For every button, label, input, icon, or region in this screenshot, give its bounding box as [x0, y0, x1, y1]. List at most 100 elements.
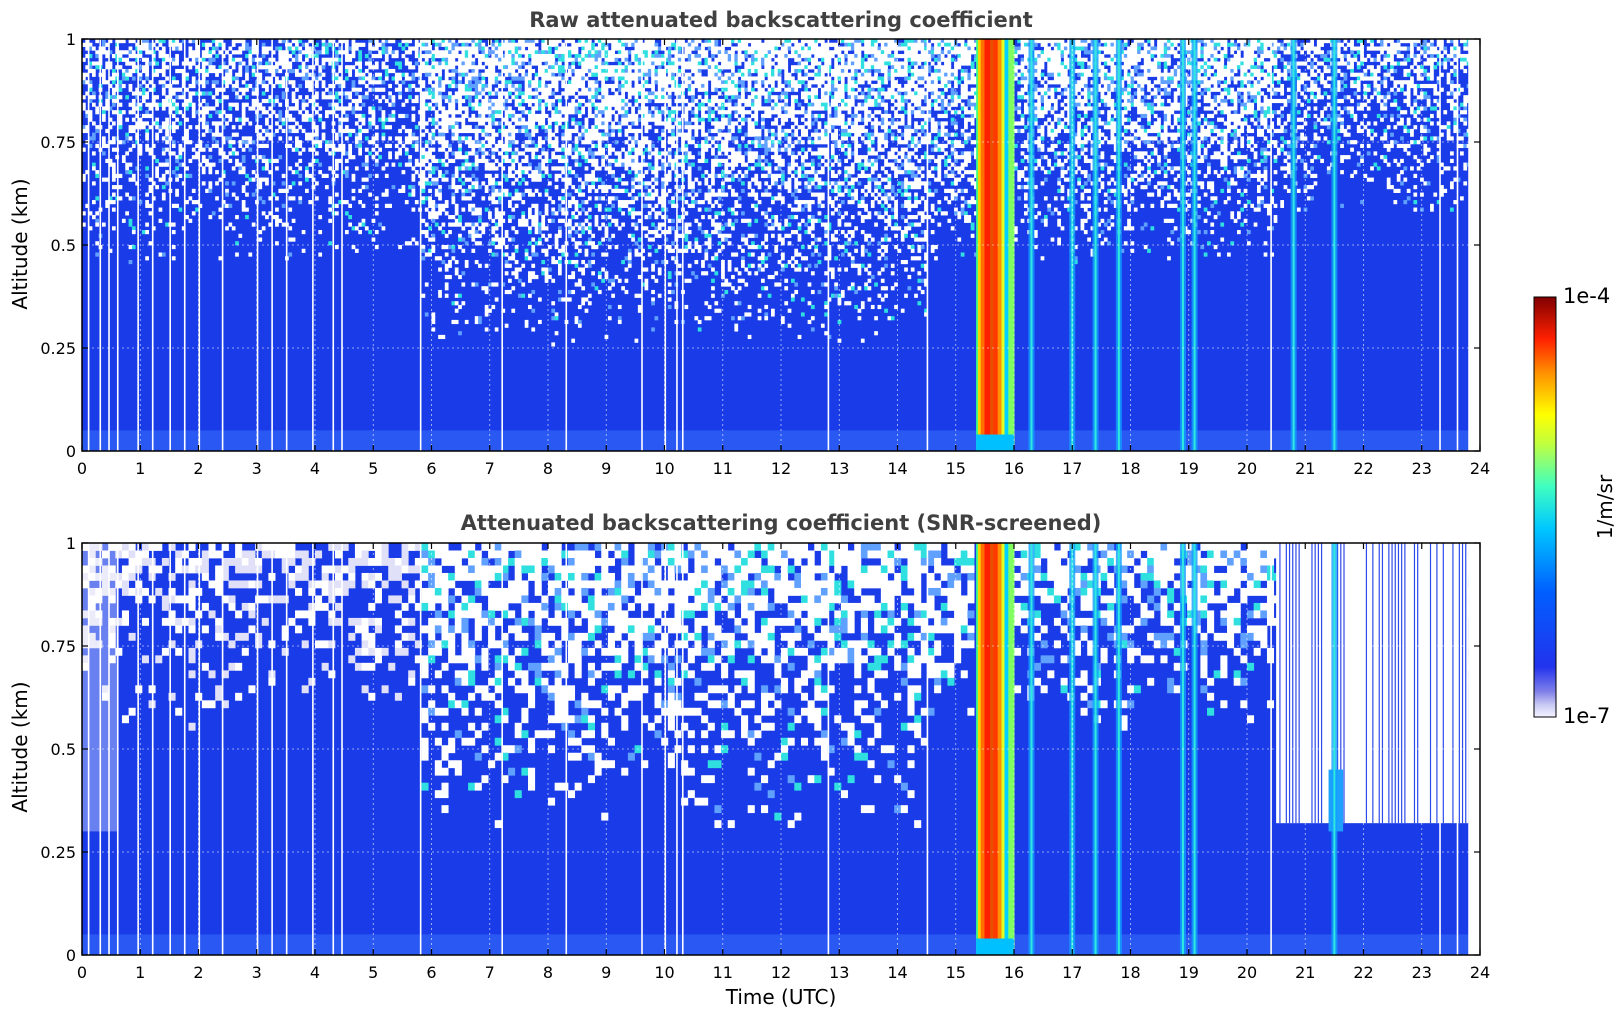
cloud-strip [1008, 543, 1015, 955]
y-tick-label: 0.25 [40, 843, 76, 862]
screened-y-axis-label: Altitude (km) [8, 681, 32, 813]
colorbar-unit-label: 1/m/sr [1593, 474, 1617, 540]
x-tick-label: 22 [1353, 459, 1373, 478]
x-tick-label: 16 [1004, 459, 1024, 478]
x-tick-label: 1 [135, 459, 145, 478]
x-tick-label: 0 [77, 963, 87, 982]
x-tick-label: 2 [193, 459, 203, 478]
x-tick-label: 4 [310, 459, 320, 478]
y-tick-label: 1 [66, 534, 76, 553]
x-tick-label: 20 [1237, 459, 1257, 478]
colorbar-max-label: 1e-4 [1563, 284, 1611, 308]
cloud-streak-core [1333, 543, 1336, 955]
x-tick-label: 8 [543, 963, 553, 982]
y-tick-label: 0 [66, 946, 76, 965]
x-tick-label: 1 [135, 963, 145, 982]
cloud-strip [978, 543, 982, 955]
colorbar-min-label: 1e-7 [1563, 704, 1611, 728]
x-tick-label: 12 [771, 963, 791, 982]
y-tick-label: 0.5 [51, 236, 76, 255]
raw-backscatter-panel: 0 1 2 3 4 5 6 7 8 9 10 11 12 13 14 15 16 17 18 19 20 21 22 23 24… [40, 30, 1490, 478]
noise-speckle [82, 543, 1480, 829]
x-tick-label: 11 [713, 459, 733, 478]
x-tick-label: 0 [77, 459, 87, 478]
x-axis-label: Time (UTC) [725, 985, 837, 1009]
snr-screened-backscatter-panel: 0 1 2 3 4 5 6 7 8 9 10 11 12 13 14 15 16 17 18 19 20 21 22 23 24… [40, 534, 1490, 982]
x-tick-label: 6 [426, 459, 436, 478]
y-ticks: 0 0.25 0.5 0.75 1 [40, 534, 1480, 965]
cloud-strip [1004, 543, 1009, 955]
cloud-streak-core [1030, 39, 1033, 451]
x-tick-label: 3 [252, 963, 262, 982]
cloud-strip [1004, 39, 1009, 451]
cloud-strip [990, 39, 994, 451]
x-tick-label: 20 [1237, 963, 1257, 982]
cloud-streak-core [1193, 543, 1196, 955]
x-tick-label: 4 [310, 963, 320, 982]
cloud-strip [997, 543, 1003, 955]
x-ticks: 0 1 2 3 4 5 6 7 8 9 10 11 12 13 14 15 16 17 18 19 20 21 22 23 24 [77, 543, 1490, 982]
y-tick-label: 0.75 [40, 637, 76, 656]
x-tick-label: 10 [654, 459, 674, 478]
cloud-strip [1008, 39, 1015, 451]
x-tick-label: 17 [1062, 459, 1082, 478]
cloud-streak-core [1030, 543, 1033, 955]
cloud-streak-core [1094, 543, 1097, 955]
x-tick-label: 7 [485, 459, 495, 478]
x-tick-label: 2 [193, 963, 203, 982]
noise-speckle [82, 39, 1480, 347]
x-tick-label: 23 [1412, 459, 1432, 478]
y-ticks: 0 0.25 0.5 0.75 1 [40, 30, 1480, 461]
raw-y-axis-label: Altitude (km) [8, 178, 32, 310]
y-tick-label: 1 [66, 30, 76, 49]
y-tick-label: 0.75 [40, 133, 76, 152]
cloud-strip [993, 543, 999, 955]
y-tick-label: 0.5 [51, 740, 76, 759]
raw-panel-title: Raw attenuated backscattering coefficien… [529, 8, 1033, 32]
x-tick-label: 8 [543, 459, 553, 478]
colorbar [1533, 296, 1557, 718]
x-tick-label: 22 [1353, 963, 1373, 982]
x-tick-label: 5 [368, 963, 378, 982]
x-tick-label: 15 [946, 963, 966, 982]
cloud-strip [978, 39, 982, 451]
x-tick-label: 24 [1470, 459, 1490, 478]
cloud-strip [997, 39, 1003, 451]
x-tick-label: 14 [887, 459, 907, 478]
x-tick-label: 11 [713, 963, 733, 982]
x-tick-label: 16 [1004, 963, 1024, 982]
x-tick-label: 5 [368, 459, 378, 478]
screened-panel-title: Attenuated backscattering coefficient (S… [460, 511, 1102, 535]
x-tick-label: 13 [829, 459, 849, 478]
y-tick-label: 0 [66, 442, 76, 461]
cloud-strip [993, 39, 999, 451]
cloud-streak-core [1094, 39, 1097, 451]
x-tick-label: 12 [771, 459, 791, 478]
x-tick-label: 9 [601, 459, 611, 478]
x-tick-label: 21 [1295, 963, 1315, 982]
x-tick-label: 23 [1412, 963, 1432, 982]
cloud-streak-core [1193, 39, 1196, 451]
x-tick-label: 7 [485, 963, 495, 982]
x-tick-label: 3 [252, 459, 262, 478]
x-ticks: 0 1 2 3 4 5 6 7 8 9 10 11 12 13 14 15 16 17 18 19 20 21 22 23 24 [77, 39, 1490, 478]
y-tick-label: 0.25 [40, 339, 76, 358]
x-tick-label: 10 [654, 963, 674, 982]
colorbar-gradient [1533, 296, 1557, 718]
x-tick-label: 18 [1120, 963, 1140, 982]
x-tick-label: 6 [426, 963, 436, 982]
cloud-streak-core [1333, 39, 1336, 451]
x-tick-label: 19 [1179, 963, 1199, 982]
x-tick-label: 9 [601, 963, 611, 982]
x-tick-label: 18 [1120, 459, 1140, 478]
x-tick-label: 13 [829, 963, 849, 982]
x-tick-label: 21 [1295, 459, 1315, 478]
x-tick-label: 17 [1062, 963, 1082, 982]
x-tick-label: 24 [1470, 963, 1490, 982]
x-tick-label: 14 [887, 963, 907, 982]
cloud-strip [990, 543, 994, 955]
x-tick-label: 19 [1179, 459, 1199, 478]
x-tick-label: 15 [946, 459, 966, 478]
